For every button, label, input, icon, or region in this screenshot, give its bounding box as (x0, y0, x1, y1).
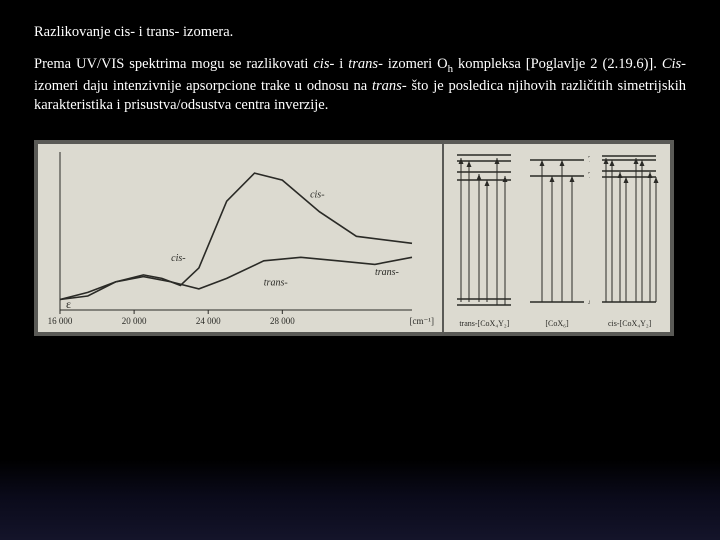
body-paragraph: Prema UV/VIS spektrima mogu se razlikova… (34, 55, 686, 116)
section-title: Razlikovanje cis- i trans- izomera. (34, 24, 686, 41)
svg-text:T₂g: T₂g (588, 171, 590, 180)
diagram-svg: T₁g T₂g A₁g (524, 150, 590, 314)
diagram-caption: cis-[CoX₄Y₂] (596, 319, 663, 328)
text-run: - izomeri O (378, 56, 448, 72)
svg-text:24 000: 24 000 (196, 316, 221, 326)
text-run-trans2: trans (372, 78, 402, 94)
svg-text:20 000: 20 000 (122, 316, 147, 326)
diagram-caption: [CoX₆] (524, 319, 591, 328)
text-run: - i (329, 56, 348, 72)
figure: 16 000 20 000 24 000 28 000 [cm⁻¹] cis-cis-tr… (34, 140, 674, 336)
svg-text:[cm⁻¹]: [cm⁻¹] (410, 316, 434, 326)
svg-text:cis-: cis- (171, 253, 185, 264)
diagram-oct: T₁gT₂gA₁g [CoX₆] (524, 150, 591, 314)
slide: Razlikovanje cis- i trans- izomera. Prem… (0, 0, 720, 540)
diagram-trans: trans-[CoX₄Y₂] (451, 150, 518, 314)
svg-text:trans-: trans- (375, 267, 399, 278)
text-run: Prema UV/VIS spektrima mogu se razlikova… (34, 56, 313, 72)
diagram-cis: cis-[CoX₄Y₂] (596, 150, 663, 314)
diagram-svg (451, 150, 517, 314)
svg-text:28 000: 28 000 (270, 316, 295, 326)
svg-text:cis-: cis- (310, 189, 324, 200)
spectrum-svg: 16 000 20 000 24 000 28 000 [cm⁻¹] cis-cis-tr… (38, 144, 440, 330)
diagram-svg (596, 150, 662, 314)
svg-text:16 000: 16 000 (48, 316, 73, 326)
svg-text:A₁g: A₁g (588, 297, 590, 306)
spectrum-chart: 16 000 20 000 24 000 28 000 [cm⁻¹] cis-cis-tr… (38, 144, 444, 332)
svg-text:T₁g: T₁g (588, 155, 590, 164)
svg-text:ε: ε (66, 297, 71, 311)
text-run-trans: trans (348, 56, 378, 72)
energy-diagrams: trans-[CoX₄Y₂] T₁g T₂g A₁g [CoX₆] cis-[CoX… (444, 144, 670, 332)
text-run: kompleksa [Poglavlje 2 (2.19.6)]. (453, 56, 662, 72)
svg-text:trans-: trans- (264, 277, 288, 288)
text-run-cis2: Cis (662, 56, 681, 72)
text-run-cis: cis (313, 56, 329, 72)
diagram-caption: trans-[CoX₄Y₂] (451, 319, 518, 328)
